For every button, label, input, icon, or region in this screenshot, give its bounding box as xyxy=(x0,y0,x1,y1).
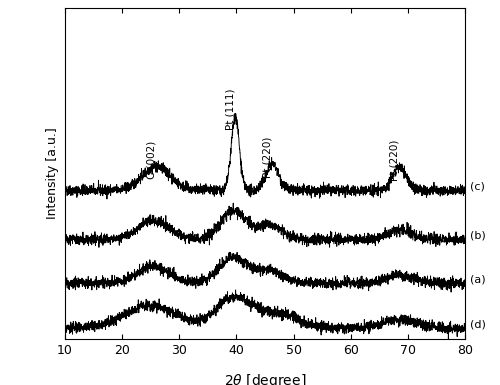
Text: (b): (b) xyxy=(470,231,486,241)
Text: 2$\theta$ [degree]: 2$\theta$ [degree] xyxy=(224,372,306,385)
Text: Pt (111): Pt (111) xyxy=(226,89,235,131)
Text: (d): (d) xyxy=(470,319,486,329)
Text: Pt (220): Pt (220) xyxy=(390,139,400,181)
Text: (a): (a) xyxy=(470,274,485,284)
Y-axis label: Intensity [a.u.]: Intensity [a.u.] xyxy=(46,127,60,219)
Text: C (002): C (002) xyxy=(146,141,156,179)
Text: (c): (c) xyxy=(470,181,484,191)
Text: Pt (220): Pt (220) xyxy=(262,137,272,178)
